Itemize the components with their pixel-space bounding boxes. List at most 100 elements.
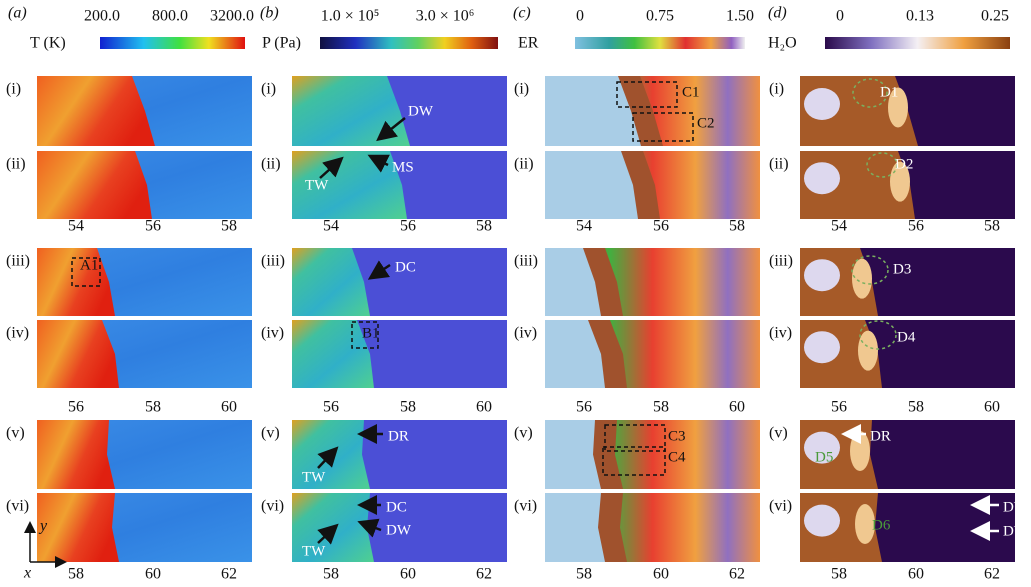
x-tick-label: 60	[653, 566, 669, 583]
field-panel	[37, 320, 252, 388]
hot-region	[37, 320, 119, 388]
annotation: DW	[1003, 523, 1029, 539]
blue-region	[545, 248, 601, 316]
arrow	[319, 156, 344, 179]
x-tick-label: 58	[221, 218, 237, 235]
panel-label: (c)	[513, 5, 531, 22]
row-label: (i)	[6, 81, 21, 98]
annotation: DR	[388, 428, 409, 444]
x-tick-label: 60	[476, 399, 492, 416]
x-tick-label: 54	[576, 218, 592, 235]
annotation: C4	[668, 449, 686, 465]
light-patch	[852, 258, 872, 299]
colorbar-tick-label: 1.0 × 10⁵	[321, 8, 380, 25]
row-label: (i)	[769, 81, 784, 98]
colorbar	[575, 37, 745, 49]
row-label: (iii)	[261, 253, 285, 270]
hot-region	[37, 420, 115, 489]
colorbar	[100, 37, 245, 49]
dashed-ellipse	[859, 320, 897, 350]
field-panel	[292, 420, 507, 489]
field-panel	[800, 493, 1015, 562]
field-panel	[800, 151, 1015, 219]
field-panel	[800, 320, 1015, 388]
arrow	[367, 154, 390, 173]
panel-label: (d)	[768, 5, 787, 22]
x-tick-label: 58	[68, 566, 84, 583]
blue-region	[545, 76, 641, 146]
light-patch	[804, 504, 840, 537]
row-label: (ii)	[769, 156, 789, 173]
field-panel	[545, 151, 760, 219]
colorbar	[825, 37, 1010, 49]
colorbar-tick-label: 0.13	[906, 8, 934, 25]
annotation: C2	[697, 115, 715, 131]
annotation: D3	[893, 261, 911, 277]
hot-region	[37, 151, 152, 219]
annotation: DR	[870, 428, 891, 444]
dashed-box	[632, 112, 694, 142]
field-panel	[545, 420, 760, 489]
colorbar	[320, 37, 498, 49]
colorbar-tick-label: 0	[576, 8, 584, 25]
colorbar-tick-label: 1.50	[726, 8, 754, 25]
axis-label: x	[23, 565, 31, 582]
annotation: DC	[395, 259, 416, 275]
dashed-box	[602, 446, 666, 476]
annotation: C1	[682, 84, 700, 100]
light-patch	[804, 162, 840, 195]
x-tick-label: 54	[68, 218, 84, 235]
light-patch	[850, 431, 870, 472]
annotation: C3	[668, 428, 686, 444]
x-tick-label: 54	[323, 218, 339, 235]
light-patch	[804, 259, 840, 292]
annotation: MS	[392, 159, 414, 175]
field-panel	[545, 248, 760, 316]
row-label: (v)	[6, 425, 25, 442]
row-label: (iv)	[6, 325, 29, 342]
axis-label: y	[38, 518, 48, 535]
x-tick-label: 54	[831, 218, 847, 235]
row-label: (iv)	[769, 325, 792, 342]
annotation: TW	[302, 469, 326, 485]
row-label: (vi)	[769, 498, 792, 515]
arrow	[367, 260, 391, 280]
blue-region	[545, 151, 638, 219]
x-tick-label: 56	[145, 218, 161, 235]
pressure-region	[292, 320, 374, 388]
x-tick-label: 62	[221, 566, 237, 583]
x-tick-label: 58	[576, 566, 592, 583]
field-panel	[292, 320, 507, 388]
x-tick-label: 58	[908, 399, 924, 416]
row-label: (iii)	[514, 253, 538, 270]
x-tick-label: 60	[729, 399, 745, 416]
field-panel	[37, 420, 252, 489]
colorbar-tick-label: 800.0	[152, 8, 188, 25]
field-panel	[292, 151, 507, 219]
row-label: (vi)	[261, 498, 284, 515]
field-panel	[800, 420, 1015, 489]
row-label: (v)	[769, 425, 788, 442]
annotation: DW	[386, 522, 412, 538]
field-panel	[800, 76, 1015, 146]
hot-region	[37, 76, 155, 146]
x-tick-label: 56	[908, 218, 924, 235]
colorbar-tick-label: 3200.0	[210, 8, 254, 25]
pressure-region	[292, 248, 370, 316]
annotation: D5	[815, 449, 833, 465]
x-tick-label: 58	[400, 399, 416, 416]
annotation: DC	[386, 499, 407, 515]
light-patch	[804, 331, 840, 364]
row-label: (v)	[261, 425, 280, 442]
arrow	[317, 446, 339, 469]
colorbar-title: ER	[518, 35, 539, 52]
field-panel	[37, 76, 252, 146]
x-tick-label: 58	[145, 399, 161, 416]
field-panel	[292, 76, 507, 146]
x-tick-label: 56	[653, 218, 669, 235]
dashed-box	[616, 81, 678, 108]
dashed-box	[604, 424, 666, 452]
light-patch	[855, 504, 875, 545]
row-label: (vi)	[514, 498, 537, 515]
row-label: (iii)	[769, 253, 793, 270]
